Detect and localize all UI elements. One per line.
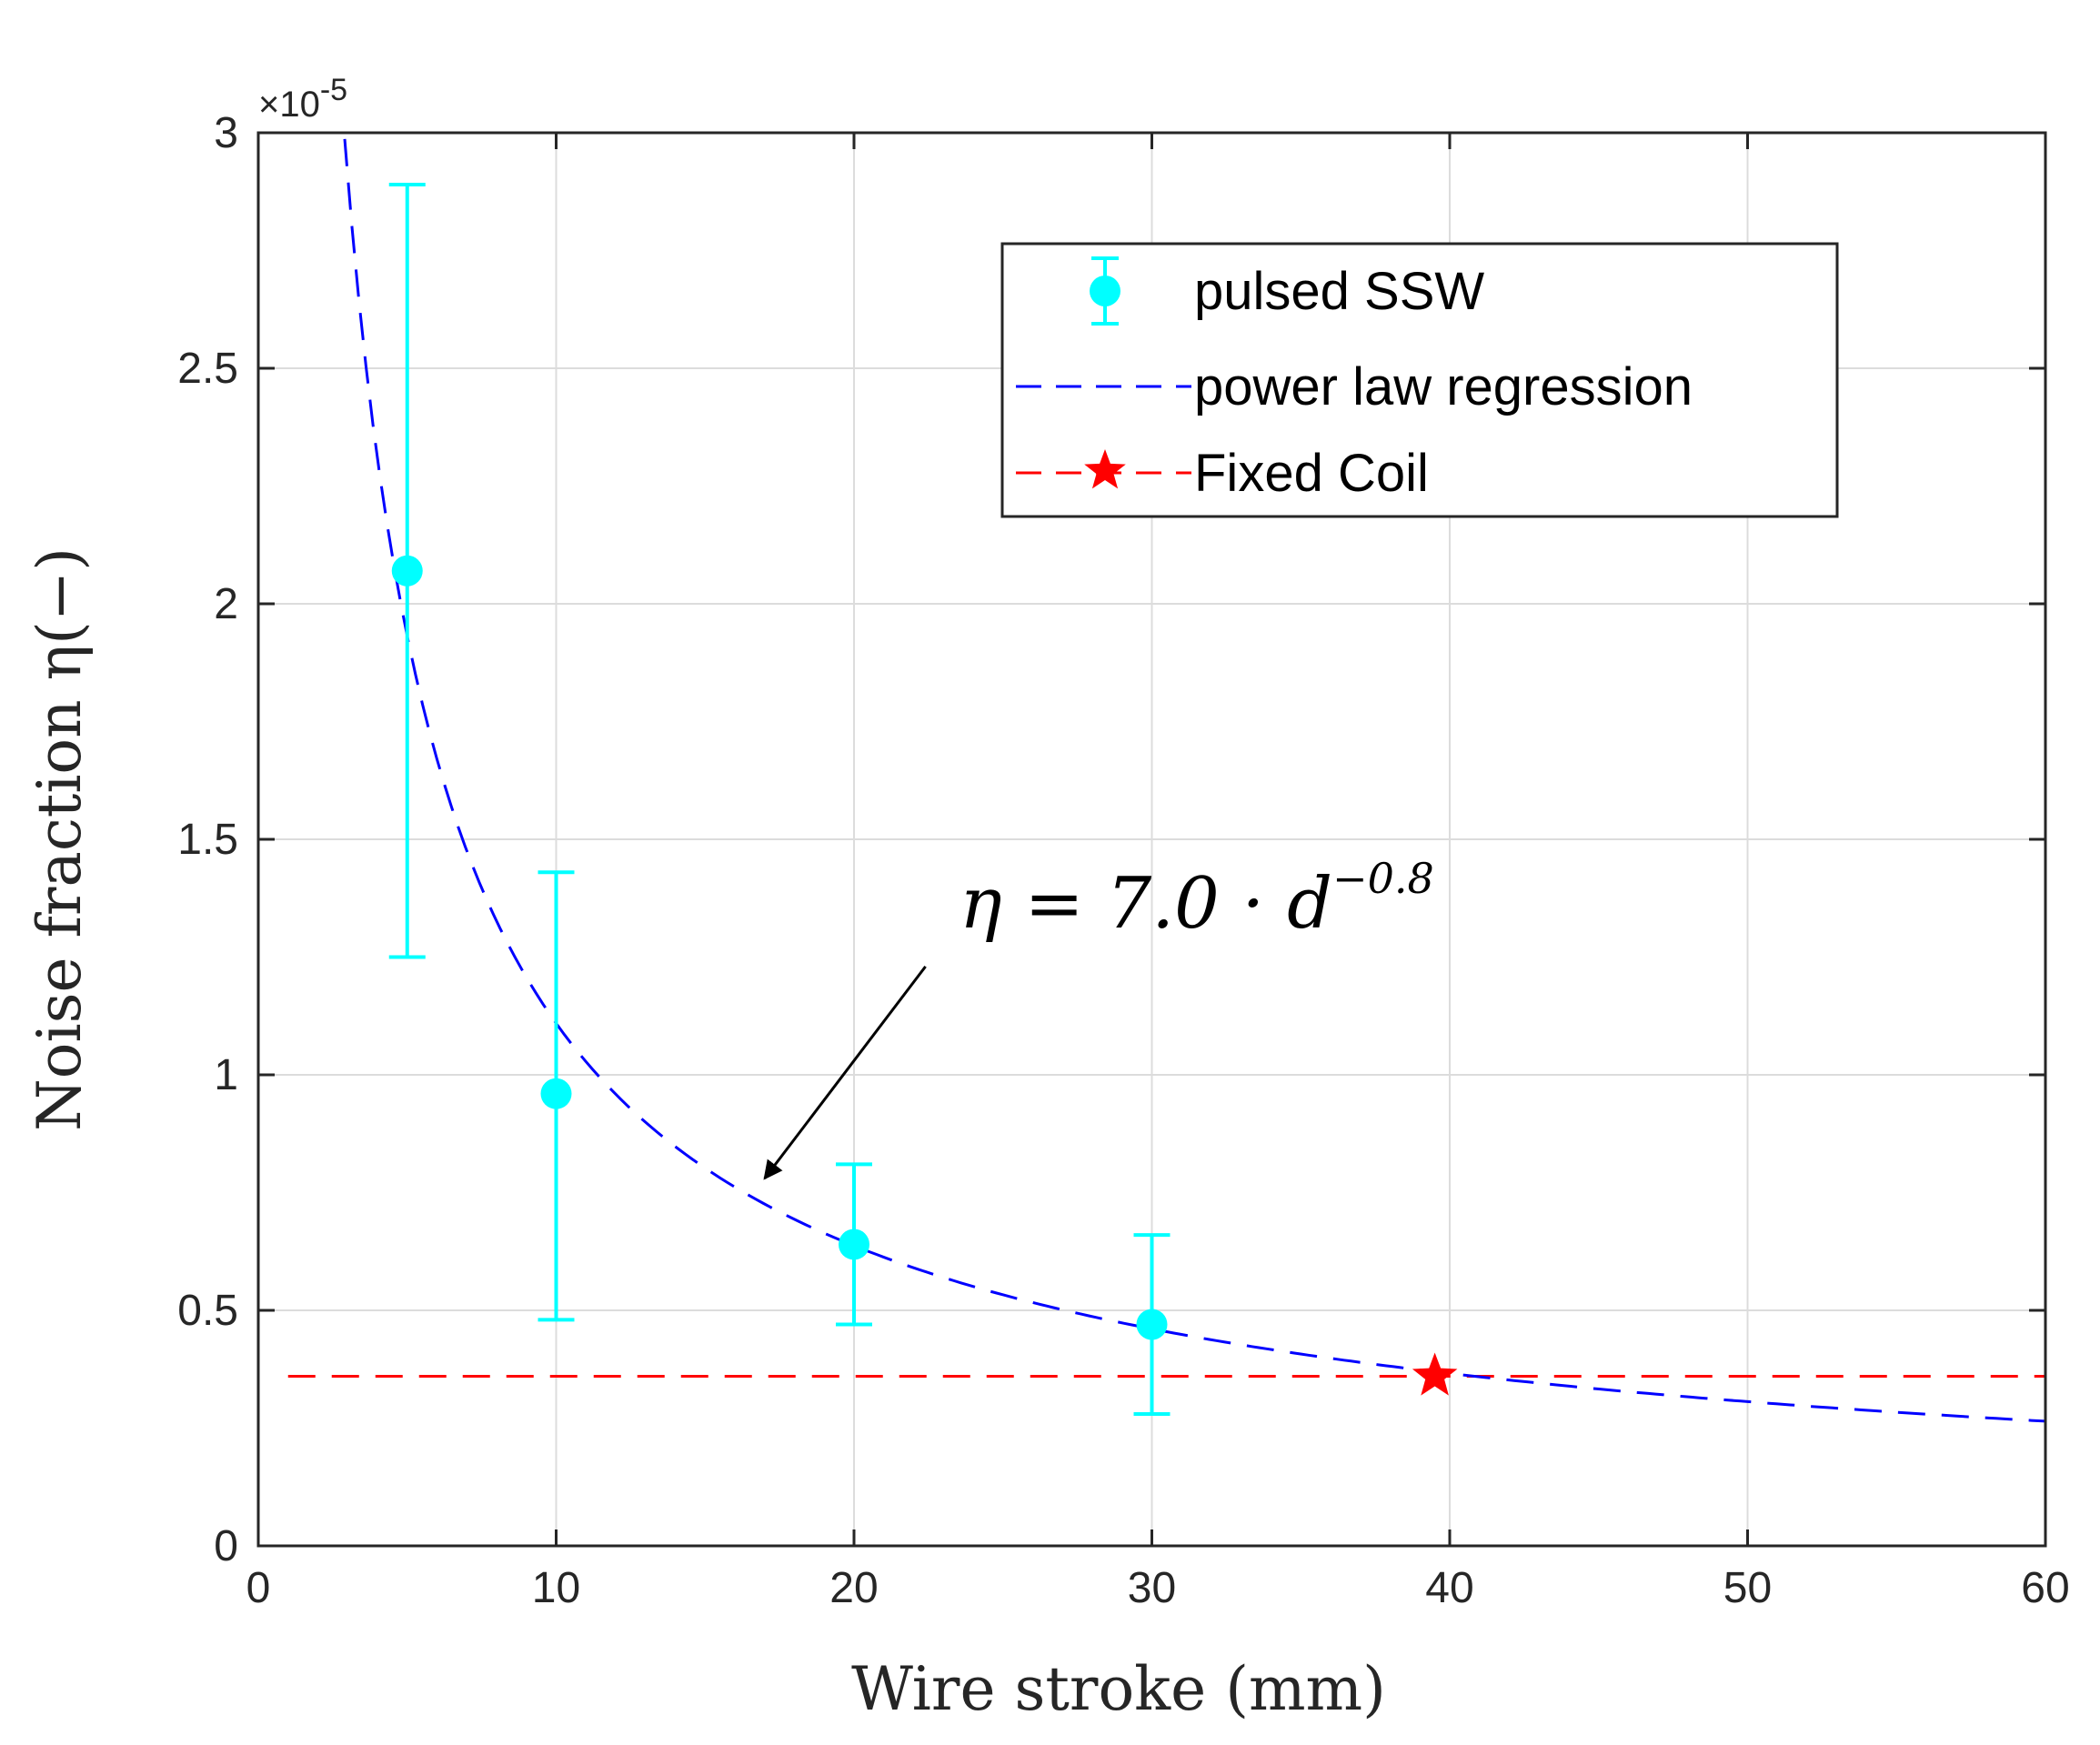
- x-axis-label: Wire stroke (mm): [851, 1654, 1386, 1724]
- y-tick-label: 1: [214, 1051, 238, 1099]
- pulsed-ssw-point-group: [836, 1162, 872, 1327]
- x-tick-label: 40: [1425, 1564, 1473, 1612]
- y-tick-label: 3: [214, 109, 238, 157]
- y-axis-label: Noise fraction η(−): [25, 547, 95, 1131]
- fixed-coil-marker-layer: [1412, 1352, 1458, 1396]
- pulsed-ssw-layer: [388, 182, 1171, 1416]
- annotation-arrow: [763, 965, 927, 1180]
- equation-main: η = 7.0 · d: [960, 863, 1332, 945]
- legend-entry-pulsed-ssw: pulsed SSW: [1090, 256, 1484, 326]
- fixed-coil-star: [1412, 1352, 1458, 1396]
- pulsed-ssw-point-group: [388, 182, 426, 959]
- data-point: [391, 555, 423, 587]
- y-multiplier-exponent: -5: [320, 73, 347, 107]
- y-tick-label: 2: [214, 580, 238, 628]
- y-tick-label: 2.5: [177, 345, 238, 393]
- data-point: [1136, 1309, 1168, 1340]
- legend: pulsed SSW power law regression Fixed Co…: [1000, 242, 1839, 518]
- legend-label-fixed-coil: Fixed Coil: [1194, 444, 1429, 503]
- pulsed-ssw-point-group: [1133, 1233, 1171, 1416]
- legend-box: [1000, 242, 1839, 518]
- legend-label-power-law: power law regression: [1194, 357, 1693, 416]
- x-tick-label: 20: [829, 1564, 878, 1612]
- y-tick-label: 0.5: [177, 1287, 238, 1335]
- x-tick-label: 0: [246, 1564, 271, 1612]
- legend-star-icon: [1084, 449, 1126, 489]
- x-tick-label: 10: [532, 1564, 580, 1612]
- legend-entry-power-law: power law regression: [1016, 357, 1693, 416]
- data-point: [540, 1078, 572, 1109]
- x-tick-label: 30: [1128, 1564, 1176, 1612]
- x-axis-ticks: 0 10 20 30 40 50 60: [246, 133, 2070, 1612]
- legend-dot-icon: [1090, 276, 1120, 306]
- y-tick-label: 1.5: [177, 816, 238, 864]
- y-multiplier-base: ×10: [258, 85, 320, 125]
- x-tick-label: 50: [1723, 1564, 1772, 1612]
- pulsed-ssw-point-group: [538, 870, 575, 1322]
- legend-entry-fixed-coil: Fixed Coil: [1016, 444, 1429, 503]
- y-tick-label: 0: [214, 1522, 238, 1570]
- regression-equation: η = 7.0 · d−0.8: [960, 854, 1434, 945]
- x-tick-label: 60: [2021, 1564, 2069, 1612]
- data-point: [839, 1229, 869, 1260]
- equation-exponent: −0.8: [1332, 854, 1434, 903]
- power-law-regression-curve: [343, 138, 2046, 1423]
- legend-label-pulsed-ssw: pulsed SSW: [1194, 262, 1484, 321]
- y-axis-ticks: 0 0.5 1 1.5 2 2.5 3: [177, 109, 2045, 1570]
- y-multiplier: ×10-5: [258, 73, 347, 125]
